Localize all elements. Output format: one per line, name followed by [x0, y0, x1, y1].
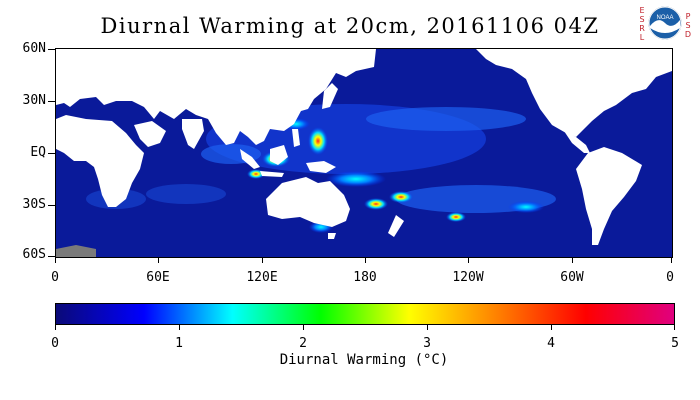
lon-tick — [262, 257, 263, 263]
warming-hotspot — [364, 198, 388, 210]
noaa-badge-text: NOAA — [656, 15, 673, 21]
india — [182, 119, 204, 149]
noaa-esrl-psd-logo: E S R L NOAA P S D — [624, 4, 696, 48]
lat-tick — [48, 256, 55, 257]
land — [56, 49, 672, 257]
arabian-peninsula — [134, 121, 166, 147]
warming-region — [366, 107, 526, 131]
lon-tick — [365, 257, 366, 263]
colorbar-tick-label: 2 — [299, 336, 307, 351]
colorbar-tick-label: 0 — [51, 336, 59, 351]
esrl-letters: E S R L — [638, 6, 646, 42]
colorbar-tick-label: 3 — [423, 336, 431, 351]
central-america — [564, 131, 590, 153]
lon-label-120w: 120W — [452, 270, 484, 285]
new-zealand — [388, 215, 404, 237]
africa — [56, 115, 144, 207]
logo-letter: D — [684, 30, 692, 39]
colorbar-tick-label: 5 — [671, 336, 679, 351]
map-panel — [55, 48, 673, 258]
warming-region — [508, 201, 544, 213]
greenland — [616, 49, 672, 63]
colorbar-tick — [427, 324, 428, 330]
lat-tick — [48, 153, 55, 154]
lat-label-60n: 60N — [22, 41, 46, 56]
warming-region — [146, 184, 226, 204]
lon-tick — [572, 257, 573, 263]
logo-letter: E — [639, 6, 645, 15]
logo-letter: L — [639, 33, 645, 42]
antarctica — [56, 245, 96, 257]
lat-label-60s: 60S — [22, 247, 46, 262]
colorbar-tick — [55, 324, 56, 330]
lon-tick — [468, 257, 469, 263]
warming-region — [326, 171, 386, 187]
philippines — [292, 129, 300, 147]
north-america — [476, 49, 672, 137]
colorbar-tick — [303, 324, 304, 330]
colorbar-tick-label: 4 — [547, 336, 555, 351]
java — [260, 171, 284, 177]
australia — [266, 177, 350, 227]
lon-label-60w: 60W — [560, 270, 584, 285]
colorbar-tick — [551, 324, 552, 330]
tasmania — [328, 233, 336, 239]
japan — [322, 83, 338, 109]
lon-tick — [671, 257, 672, 263]
noaa-emblem-icon: NOAA — [648, 6, 682, 40]
colorbar-tick — [674, 324, 675, 330]
lon-label-0-east: 0 — [666, 270, 674, 285]
south-america — [576, 147, 642, 245]
logo-letter: R — [639, 24, 645, 33]
lon-label-60e: 60E — [146, 270, 170, 285]
logo-letter: P — [685, 12, 691, 21]
borneo — [270, 145, 288, 165]
colorbar-title: Diurnal Warming (°C) — [279, 352, 449, 368]
lon-label-180: 180 — [353, 270, 377, 285]
lon-tick — [158, 257, 159, 263]
map-title: Diurnal Warming at 20cm, 20161106 04Z — [100, 14, 600, 38]
warming-hotspot — [446, 212, 466, 222]
lon-tick — [55, 257, 56, 263]
lat-label-eq: EQ — [30, 145, 46, 160]
warming-hotspot — [308, 127, 328, 155]
lon-label-120e: 120E — [246, 270, 278, 285]
new-guinea — [306, 161, 336, 173]
colorbar-tick-label: 1 — [175, 336, 183, 351]
colorbar — [55, 303, 675, 325]
eurasia — [56, 49, 376, 145]
diurnal-warming-map — [56, 49, 672, 257]
psd-letters: P S D — [684, 12, 692, 39]
sumatra — [240, 149, 260, 169]
logo-letter: S — [639, 15, 645, 24]
lat-tick — [48, 49, 55, 50]
warming-hotspot — [389, 191, 413, 203]
colorbar-tick — [179, 324, 180, 330]
lat-tick — [48, 205, 55, 206]
logo-letter: S — [685, 21, 691, 30]
lon-label-0: 0 — [51, 270, 59, 285]
lat-tick — [48, 101, 55, 102]
lat-label-30n: 30N — [22, 93, 46, 108]
lat-label-30s: 30S — [22, 197, 46, 212]
